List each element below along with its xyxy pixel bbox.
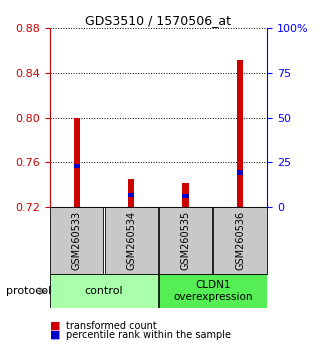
Bar <box>105 207 158 274</box>
Bar <box>128 179 134 207</box>
Bar <box>213 207 267 274</box>
Text: ■: ■ <box>50 330 60 339</box>
Bar <box>159 207 212 274</box>
Text: GSM260534: GSM260534 <box>126 211 136 270</box>
Text: CLDN1
overexpression: CLDN1 overexpression <box>173 280 252 302</box>
Text: percentile rank within the sample: percentile rank within the sample <box>66 330 231 339</box>
Text: transformed count: transformed count <box>66 321 156 331</box>
Title: GDS3510 / 1570506_at: GDS3510 / 1570506_at <box>85 14 231 27</box>
Text: protocol: protocol <box>6 286 52 296</box>
Text: control: control <box>85 286 123 296</box>
Bar <box>182 194 189 198</box>
Bar <box>128 193 134 197</box>
Bar <box>237 59 243 207</box>
Bar <box>182 183 189 207</box>
Text: GSM260536: GSM260536 <box>235 211 245 270</box>
Bar <box>50 207 103 274</box>
Bar <box>74 118 80 207</box>
Bar <box>159 274 267 308</box>
Text: ■: ■ <box>50 321 60 331</box>
Bar <box>50 274 158 308</box>
Bar <box>237 170 243 175</box>
Text: GSM260535: GSM260535 <box>180 211 191 270</box>
Text: GSM260533: GSM260533 <box>72 211 82 270</box>
Bar <box>74 164 80 168</box>
